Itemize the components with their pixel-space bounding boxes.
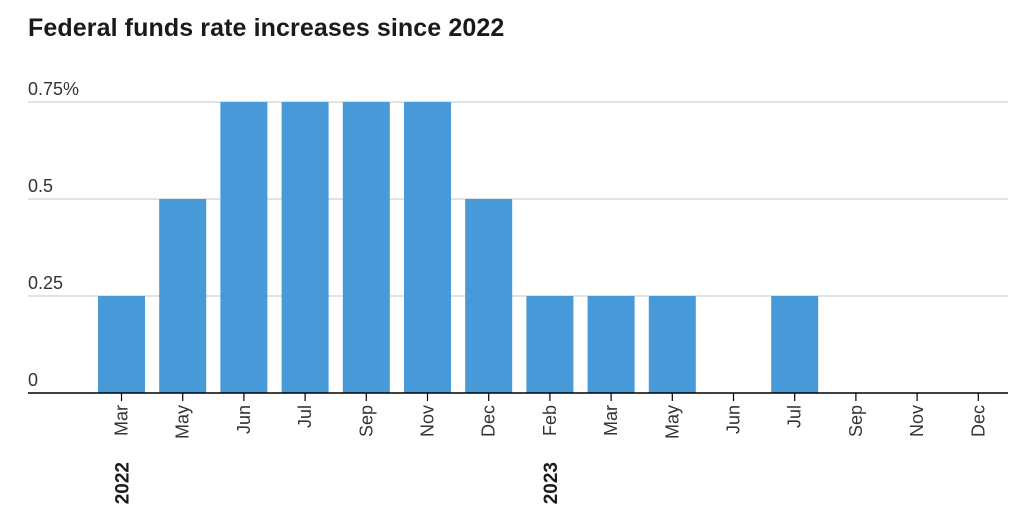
bar <box>526 296 574 393</box>
bar <box>281 102 329 393</box>
x-tick-label: Jun <box>234 405 254 434</box>
chart-title: Federal funds rate increases since 2022 <box>28 14 505 42</box>
x-tick-label: Jun <box>724 405 744 434</box>
bar <box>404 102 451 393</box>
x-tick-label: Jul <box>785 405 805 428</box>
bar <box>587 296 635 393</box>
x-tick-label: Dec <box>479 405 499 437</box>
year-label: 2023 <box>541 462 562 504</box>
x-tick-label: Mar <box>112 405 132 436</box>
y-tick-label: 0.25 <box>28 273 63 293</box>
x-tick-label: Sep <box>846 405 866 437</box>
bar <box>98 296 145 393</box>
x-tick-label: Sep <box>356 405 376 437</box>
x-tick-label: May <box>173 405 193 439</box>
x-tick-label: Mar <box>601 405 621 436</box>
x-tick-label: Dec <box>968 405 988 437</box>
x-tick-label: Jul <box>295 405 315 428</box>
x-tick-label: Feb <box>540 405 560 436</box>
year-label: 2022 <box>113 462 134 504</box>
x-tick-label: Nov <box>907 405 927 437</box>
y-tick-label: 0.75% <box>28 79 79 99</box>
y-tick-label: 0.5 <box>28 176 53 196</box>
bar <box>342 102 390 393</box>
bar <box>648 296 696 393</box>
x-tick-label: May <box>662 405 682 439</box>
bar <box>465 199 513 393</box>
bar <box>159 199 207 393</box>
bar <box>771 296 819 393</box>
x-tick-label: Nov <box>418 405 438 437</box>
bar <box>220 102 268 393</box>
y-tick-label: 0 <box>28 370 38 390</box>
